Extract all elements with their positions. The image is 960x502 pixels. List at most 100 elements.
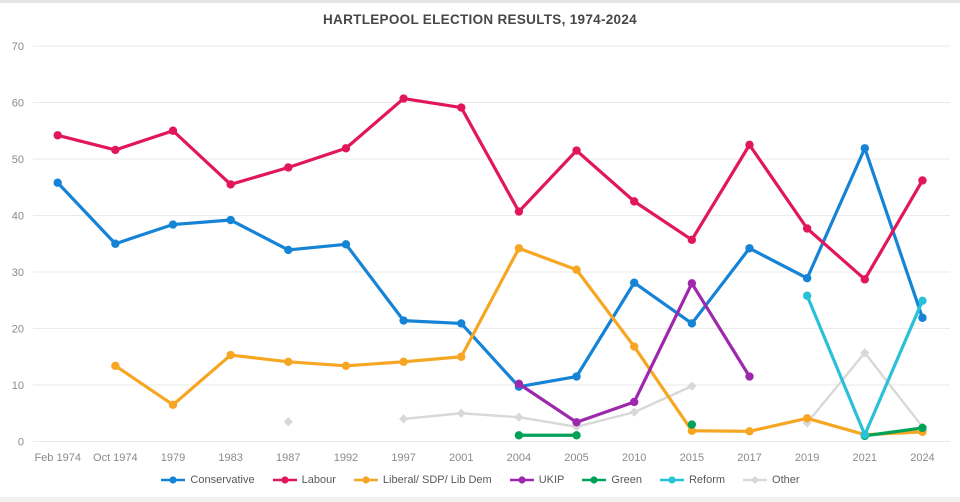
point-conservative-2017 — [745, 244, 754, 253]
legend-item-ukip: UKIP — [509, 474, 565, 486]
point-liberal-sdp-lib-dem-1992 — [341, 361, 351, 370]
legend-label-conservative: Conservative — [190, 474, 255, 486]
point-labour-1979 — [168, 126, 178, 135]
point-labour-2015 — [687, 235, 697, 244]
point-other-2015 — [687, 381, 697, 391]
point-labour-1992 — [341, 144, 351, 153]
point-green-2024 — [918, 423, 927, 433]
y-tick-60: 60 — [12, 98, 24, 110]
line-labour — [56, 96, 925, 281]
line-other — [402, 384, 694, 429]
legend-label-liberal-sdp-lib-dem: Liberal/ SDP/ Lib Dem — [382, 474, 492, 486]
point-conservative-2024 — [918, 313, 927, 322]
legend-item-reform: Reform — [659, 474, 725, 486]
series-ukip — [514, 279, 754, 427]
x-tick-2021: 2021 — [853, 452, 877, 464]
point-liberal-sdp-lib-dem-oct-1974 — [111, 361, 120, 370]
line-other — [805, 351, 924, 429]
point-conservative-2015 — [687, 319, 697, 328]
point-liberal-sdp-lib-dem-2010 — [630, 342, 639, 351]
point-labour-2021 — [860, 275, 869, 284]
point-other-2004 — [514, 412, 524, 422]
chart-legend: Conservative Labour Liberal/ SDP/ Lib Dem U… — [0, 474, 960, 486]
point-liberal-sdp-lib-dem-2005 — [572, 265, 581, 274]
point-labour-2019 — [802, 224, 812, 233]
x-tick-2024: 2024 — [910, 452, 934, 464]
series-liberal-sdp-lib-dem — [111, 244, 927, 439]
point-conservative-1979 — [168, 220, 178, 229]
x-tick-1992: 1992 — [334, 452, 358, 464]
point-ukip-2005 — [572, 418, 581, 427]
x-tick-2004: 2004 — [507, 452, 531, 464]
y-tick-40: 40 — [12, 211, 24, 223]
line-conservative — [56, 146, 925, 389]
point-labour-2004 — [514, 207, 524, 216]
x-tick-2005: 2005 — [564, 452, 588, 464]
point-other-1987 — [283, 417, 293, 427]
x-axis-labels: Feb 1974 Oct 1974 1979 1983 1987 1992 1997 2001… — [34, 452, 934, 464]
legend-marker-conservative-icon — [161, 476, 186, 484]
point-other-2019 — [802, 418, 812, 428]
x-tick-oct-1974: Oct 1974 — [93, 452, 138, 464]
legend-label-ukip: UKIP — [538, 474, 565, 486]
point-conservative-oct-1974 — [111, 239, 120, 248]
point-ukip-2017 — [745, 372, 754, 381]
legend-label-labour: Labour — [301, 474, 336, 486]
legend-marker-reform-icon — [659, 476, 684, 484]
legend-label-green: Green — [611, 474, 642, 486]
point-labour-2017 — [745, 140, 754, 150]
x-tick-1987: 1987 — [276, 452, 300, 464]
point-liberal-sdp-lib-dem-2004 — [514, 244, 524, 253]
point-ukip-2004 — [514, 379, 524, 389]
x-tick-2001: 2001 — [449, 452, 473, 464]
point-labour-2005 — [572, 146, 581, 155]
point-labour-2001 — [457, 103, 466, 112]
point-reform-2024 — [918, 296, 927, 306]
point-other-1997 — [399, 414, 409, 424]
point-conservative-1997 — [399, 316, 408, 325]
point-reform-2019 — [802, 291, 812, 300]
point-labour-oct-1974 — [111, 145, 120, 155]
point-green-2005 — [572, 431, 581, 440]
point-liberal-sdp-lib-dem-1983 — [226, 350, 235, 360]
point-conservative-feb-1974 — [53, 178, 62, 187]
series-conservative — [53, 144, 927, 391]
legend-marker-labour-icon — [272, 476, 297, 484]
window-bottom-edge — [0, 497, 960, 502]
y-axis-labels: 0 10 20 30 40 50 60 70 — [12, 41, 24, 449]
point-labour-1987 — [284, 163, 293, 172]
legend-item-green: Green — [581, 474, 642, 486]
line-green — [863, 426, 925, 438]
point-labour-1983 — [226, 180, 235, 189]
point-liberal-sdp-lib-dem-2017 — [745, 427, 754, 436]
y-tick-50: 50 — [12, 154, 24, 166]
point-other-2010 — [629, 407, 639, 417]
point-labour-2024 — [918, 176, 927, 185]
legend-item-liberal-sdp-lib-dem: Liberal/ SDP/ Lib Dem — [353, 474, 492, 486]
legend-item-labour: Labour — [272, 474, 336, 486]
x-tick-1997: 1997 — [391, 452, 415, 464]
point-liberal-sdp-lib-dem-1987 — [284, 357, 293, 367]
x-tick-feb-1974: Feb 1974 — [34, 452, 80, 464]
window-top-edge — [0, 0, 960, 3]
x-tick-2010: 2010 — [622, 452, 646, 464]
point-liberal-sdp-lib-dem-2019 — [802, 414, 812, 423]
chart-title: HARTLEPOOL ELECTION RESULTS, 1974-2024 — [323, 12, 637, 27]
point-conservative-1992 — [341, 240, 351, 249]
point-green-2004 — [514, 431, 524, 440]
point-liberal-sdp-lib-dem-1997 — [399, 357, 408, 367]
point-liberal-sdp-lib-dem-2001 — [457, 352, 466, 361]
legend-marker-ukip-icon — [509, 476, 534, 484]
legend-marker-green-icon — [582, 476, 607, 484]
point-labour-1997 — [399, 94, 408, 103]
series-labour — [53, 94, 927, 284]
y-tick-0: 0 — [18, 437, 24, 449]
x-tick-2015: 2015 — [680, 452, 704, 464]
legend-item-conservative: Conservative — [160, 474, 255, 486]
point-liberal-sdp-lib-dem-2015 — [687, 426, 697, 435]
x-tick-2017: 2017 — [737, 452, 761, 464]
point-conservative-2010 — [630, 278, 639, 287]
y-tick-10: 10 — [12, 380, 24, 392]
legend-label-reform: Reform — [688, 474, 726, 486]
